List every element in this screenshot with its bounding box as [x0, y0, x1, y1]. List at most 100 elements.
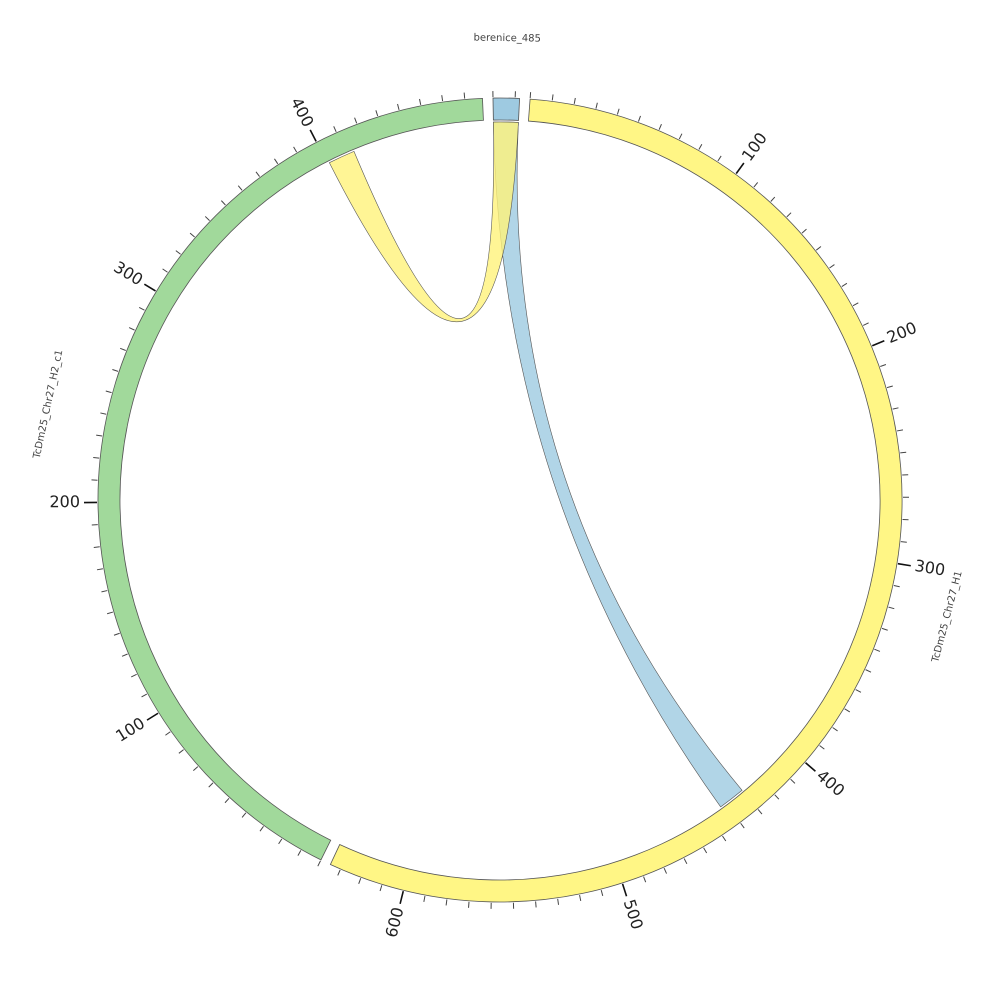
minor-tick — [557, 898, 560, 905]
minor-tick — [893, 585, 900, 588]
minor-tick — [892, 407, 899, 410]
minor-tick — [96, 434, 103, 437]
tick-label: 300 — [110, 257, 146, 289]
minor-tick — [189, 232, 195, 238]
minor-tick — [317, 860, 321, 867]
minor-tick — [101, 590, 108, 593]
minor-tick — [463, 92, 466, 99]
minor-tick — [698, 144, 703, 150]
minor-tick — [865, 669, 872, 673]
minor-tick — [255, 171, 260, 177]
major-tick — [399, 891, 405, 905]
minor-tick — [874, 648, 881, 652]
tick-label: 400 — [287, 94, 318, 130]
tick-label: 400 — [813, 766, 849, 800]
minor-tick — [886, 385, 893, 389]
sector — [97, 97, 484, 861]
minor-tick — [579, 894, 582, 902]
minor-tick — [259, 826, 264, 832]
minor-tick — [663, 867, 667, 874]
link-ribbon — [328, 121, 519, 323]
minor-tick — [193, 766, 199, 772]
minor-tick — [722, 835, 727, 842]
minor-tick — [740, 822, 745, 829]
tick-label: 200 — [884, 318, 919, 347]
minor-tick — [105, 390, 112, 394]
major-tick — [897, 562, 911, 567]
minor-tick — [535, 901, 537, 908]
minor-tick — [863, 322, 869, 326]
minor-tick — [375, 110, 379, 117]
minor-tick — [786, 212, 792, 218]
minor-tick — [643, 876, 647, 883]
sector-label: TcDm25_Chr27_H1 — [930, 570, 965, 665]
minor-tick — [274, 158, 279, 165]
minor-tick — [165, 731, 171, 736]
minor-tick — [595, 102, 598, 109]
minor-tick — [600, 889, 604, 897]
minor-tick — [293, 146, 298, 153]
minor-tick — [204, 216, 210, 221]
sector-label: TcDm25_Chr27_H2_c1 — [31, 349, 65, 461]
minor-tick — [658, 124, 662, 130]
minor-tick — [278, 838, 283, 845]
minor-tick — [900, 541, 907, 543]
minor-tick — [162, 268, 168, 273]
minor-tick — [703, 847, 708, 854]
minor-tick — [333, 126, 337, 133]
minor-tick — [138, 306, 145, 311]
major-tick — [621, 883, 628, 897]
minor-tick — [678, 133, 683, 140]
tick-label: 600 — [382, 905, 408, 939]
minor-tick — [774, 794, 780, 800]
minor-tick — [241, 812, 247, 818]
minor-tick — [717, 155, 722, 162]
sector — [329, 98, 903, 903]
major-tick — [143, 283, 156, 292]
minor-tick — [888, 606, 895, 610]
minor-tick — [881, 627, 888, 631]
minor-tick — [397, 103, 400, 110]
minor-tick — [379, 885, 383, 892]
minor-tick — [815, 246, 822, 251]
minor-tick — [770, 196, 776, 202]
minor-tick — [220, 200, 226, 206]
minor-tick — [832, 727, 838, 732]
minor-tick — [128, 327, 135, 331]
minor-tick — [900, 451, 907, 454]
minor-tick — [753, 182, 759, 188]
minor-tick — [637, 115, 641, 122]
tick-label: 500 — [620, 897, 647, 932]
minor-tick — [96, 568, 103, 571]
minor-tick — [208, 782, 214, 788]
minor-tick — [801, 228, 807, 234]
link-ribbon — [493, 121, 743, 808]
minor-tick — [896, 429, 904, 432]
tick-label: 300 — [913, 556, 946, 580]
minor-tick — [423, 895, 426, 902]
minor-tick — [297, 850, 302, 856]
tick-label: 200 — [49, 492, 80, 511]
minor-tick — [616, 108, 620, 115]
sector-label: berenice_485 — [473, 33, 541, 45]
minor-tick — [855, 689, 862, 693]
minor-tick — [844, 708, 851, 713]
minor-tick — [100, 412, 107, 415]
minor-tick — [852, 302, 859, 307]
minor-tick — [790, 778, 796, 784]
minor-tick — [445, 899, 448, 906]
minor-tick — [841, 282, 848, 287]
minor-tick — [141, 693, 148, 698]
minor-tick — [337, 869, 341, 876]
tick-label: 100 — [112, 713, 148, 745]
minor-tick — [106, 611, 114, 615]
minor-tick — [551, 94, 554, 101]
minor-tick — [880, 364, 887, 367]
minor-tick — [112, 368, 119, 372]
major-tick — [871, 340, 885, 347]
minor-tick — [131, 673, 137, 678]
minor-tick — [93, 546, 100, 548]
major-tick — [309, 129, 317, 142]
major-tick — [146, 712, 159, 721]
